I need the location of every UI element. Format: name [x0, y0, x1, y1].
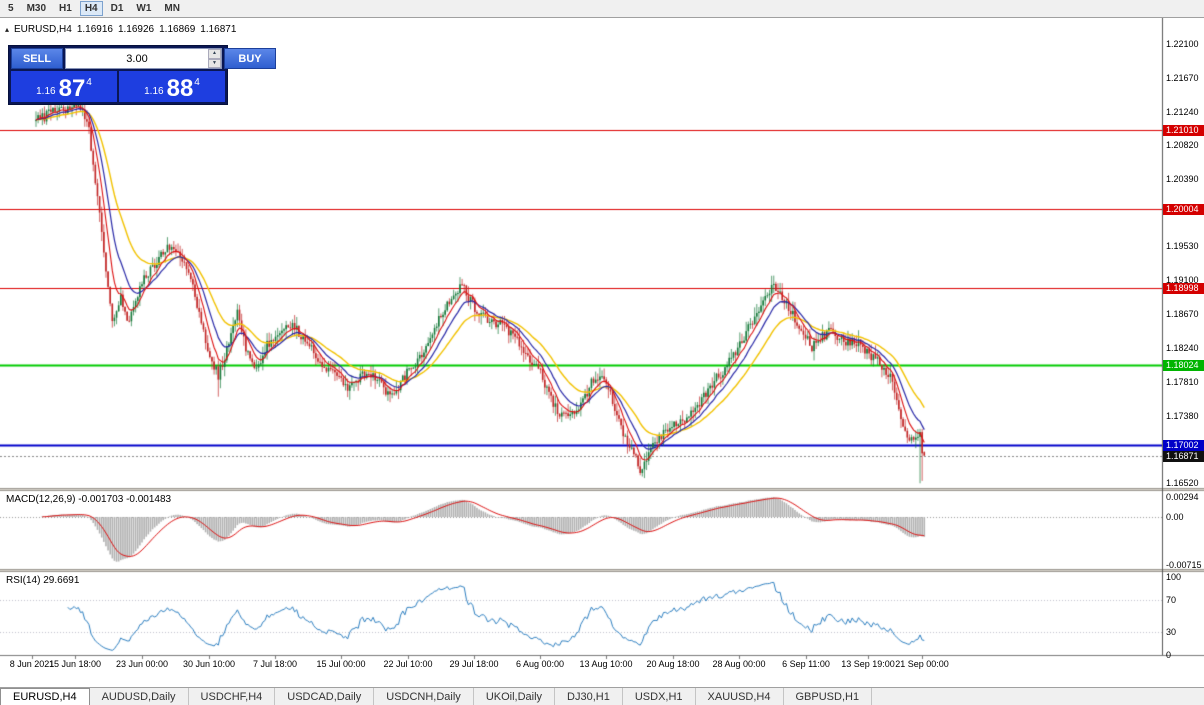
timeframe-button-h4[interactable]: H4 — [79, 1, 103, 16]
macd-indicator-label: MACD(12,26,9) -0.001703 -0.001483 — [6, 494, 172, 505]
sell-button[interactable]: SELL — [11, 48, 63, 69]
buy-price-pips: 88 — [166, 75, 194, 102]
chart-tab-audusd-daily[interactable]: AUDUSD,Daily — [90, 688, 189, 705]
chart-tab-bar: EURUSD,H4 AUDUSD,Daily USDCHF,H4 USDCAD,Dai… — [0, 687, 1204, 705]
chart-tab-usdcad-daily[interactable]: USDCAD,Daily — [275, 688, 375, 705]
chart-tab-dj30-h1[interactable]: DJ30,H1 — [555, 688, 623, 705]
chart-symbol-label: EURUSD,H4 — [14, 24, 72, 35]
ohlc-low: 1.16869 — [159, 24, 196, 35]
chart-tab-xauusd-h4[interactable]: XAUUSD,H4 — [696, 688, 784, 705]
one-click-trading-panel: SELL ▲ ▼ BUY 1.16 87 4 1.16 88 4 — [8, 45, 276, 105]
ohlc-high: 1.16926 — [117, 24, 155, 35]
sell-price-point: 4 — [86, 77, 92, 88]
buy-price-point: 4 — [194, 77, 200, 88]
chart-tab-usdx-h1[interactable]: USDX,H1 — [623, 688, 696, 705]
volume-down-icon[interactable]: ▼ — [208, 58, 221, 68]
timeframe-button-h1[interactable]: H1 — [54, 1, 77, 16]
chart-header: ▴ EURUSD,H4 1.16916 1.16926 1.16869 1.16… — [5, 24, 236, 35]
volume-box: ▲ ▼ — [65, 48, 222, 69]
rsi-indicator-label: RSI(14) 29.6691 — [6, 575, 80, 586]
buy-price-box[interactable]: 1.16 88 4 — [119, 71, 225, 102]
chart-window: 1.22100 1.21670 1.21240 1.20820 1.20390 1.195… — [0, 18, 1204, 687]
ohlc-open: 1.16916 — [76, 24, 113, 35]
timeframe-button-d1[interactable]: D1 — [106, 1, 129, 16]
timeframe-toolbar: 5 M30 H1 H4 D1 W1 MN — [0, 0, 1204, 18]
sell-price-box[interactable]: 1.16 87 4 — [11, 71, 117, 102]
chart-tab-ukoil-daily[interactable]: UKOil,Daily — [474, 688, 556, 705]
sell-price-pips: 87 — [58, 75, 86, 102]
timeframe-button-5[interactable]: 5 — [3, 1, 19, 16]
buy-button[interactable]: BUY — [224, 48, 276, 69]
volume-spinner: ▲ ▼ — [208, 49, 221, 68]
buy-price-prefix: 1.16 — [144, 86, 164, 97]
chart-tab-eurusd-h4[interactable]: EURUSD,H4 — [0, 688, 90, 705]
chart-tab-usdchf-h4[interactable]: USDCHF,H4 — [189, 688, 276, 705]
timeframe-button-m30[interactable]: M30 — [22, 1, 51, 16]
sell-price-prefix: 1.16 — [36, 86, 56, 97]
chart-tab-gbpusd-h1[interactable]: GBPUSD,H1 — [784, 688, 873, 705]
chart-tab-usdcnh-daily[interactable]: USDCNH,Daily — [374, 688, 474, 705]
ohlc-close: 1.16871 — [200, 24, 237, 35]
price-chart-canvas[interactable] — [0, 18, 1204, 687]
timeframe-button-w1[interactable]: W1 — [131, 1, 156, 16]
volume-up-icon[interactable]: ▲ — [208, 49, 221, 59]
collapse-panel-icon[interactable]: ▴ — [5, 25, 10, 34]
timeframe-button-mn[interactable]: MN — [159, 1, 185, 16]
volume-input[interactable] — [66, 49, 208, 68]
